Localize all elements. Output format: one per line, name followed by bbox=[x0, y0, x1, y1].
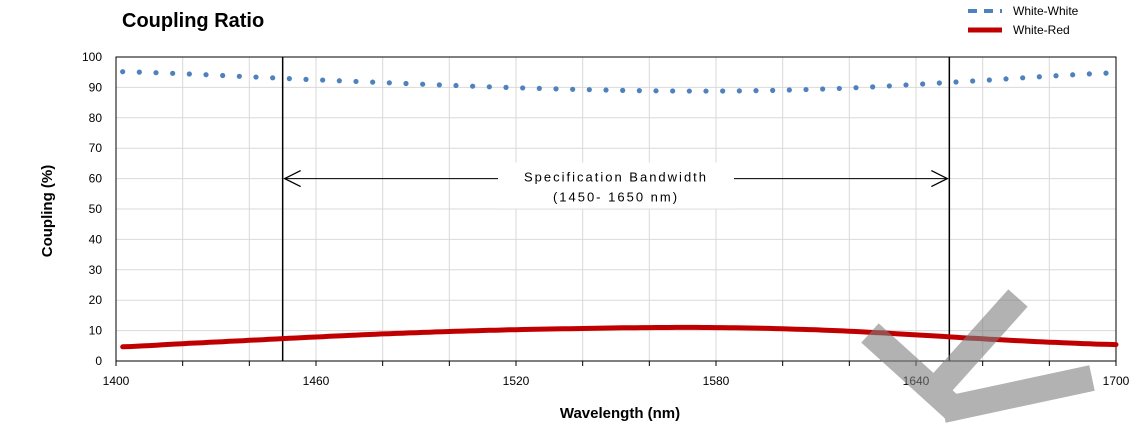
x-axis-ticks: 140014601520158016401700 bbox=[103, 361, 1130, 388]
white-white-point bbox=[170, 70, 176, 76]
white-white-point bbox=[236, 73, 242, 79]
white-white-point bbox=[853, 85, 859, 91]
y-tick-label: 0 bbox=[95, 354, 102, 368]
white-white-point bbox=[1103, 70, 1109, 76]
white-white-point bbox=[320, 77, 326, 83]
white-white-point bbox=[703, 88, 709, 94]
white-white-point bbox=[353, 78, 359, 85]
white-white-point bbox=[1003, 76, 1009, 82]
white-white-point bbox=[570, 86, 576, 92]
white-white-point bbox=[486, 84, 492, 90]
white-white-point bbox=[603, 87, 609, 93]
white-white-point bbox=[120, 69, 126, 75]
band-arrowhead-left bbox=[283, 170, 301, 188]
white-white-point bbox=[886, 83, 892, 89]
white-white-point bbox=[653, 88, 659, 94]
white-white-point bbox=[1053, 73, 1059, 79]
series-white-white bbox=[120, 69, 1109, 94]
y-tick-label: 100 bbox=[82, 50, 102, 64]
y-tick-label: 20 bbox=[89, 293, 103, 307]
white-white-point bbox=[536, 85, 542, 92]
band-arrowhead-right bbox=[931, 170, 949, 188]
white-white-point bbox=[253, 74, 259, 80]
series-white-red bbox=[120, 324, 1119, 350]
white-white-point bbox=[1020, 75, 1026, 81]
white-white-point bbox=[436, 82, 442, 88]
white-white-point bbox=[136, 69, 142, 75]
white-white-point bbox=[836, 85, 842, 92]
white-white-point bbox=[686, 88, 692, 94]
y-tick-label: 90 bbox=[89, 80, 103, 94]
white-white-point bbox=[186, 71, 192, 77]
white-white-point bbox=[303, 76, 309, 82]
white-white-point bbox=[970, 78, 976, 84]
x-tick-label: 1520 bbox=[503, 374, 530, 388]
gridlines bbox=[116, 57, 1116, 361]
white-white-point bbox=[903, 82, 909, 88]
white-white-point bbox=[153, 70, 159, 76]
x-tick-label: 1580 bbox=[703, 374, 730, 388]
white-white-point bbox=[870, 84, 876, 90]
white-white-point bbox=[420, 81, 426, 87]
white-white-point bbox=[636, 88, 642, 94]
x-tick-label: 1400 bbox=[103, 374, 130, 388]
white-white-point bbox=[920, 81, 926, 87]
white-white-point bbox=[403, 80, 409, 87]
white-white-point bbox=[386, 80, 392, 86]
white-white-point bbox=[936, 80, 942, 86]
white-white-point bbox=[203, 72, 209, 78]
watermark-check bbox=[861, 289, 1095, 423]
white-white-point bbox=[586, 87, 592, 93]
white-white-point bbox=[1086, 71, 1092, 77]
y-tick-label: 70 bbox=[89, 141, 103, 155]
y-tick-label: 30 bbox=[89, 263, 103, 277]
x-tick-label: 1700 bbox=[1103, 374, 1130, 388]
white-white-point bbox=[736, 88, 742, 94]
white-white-point bbox=[953, 79, 959, 85]
white-white-point bbox=[1070, 72, 1076, 78]
white-white-point bbox=[986, 77, 992, 83]
white-white-point bbox=[470, 83, 476, 89]
white-white-point bbox=[370, 79, 376, 85]
white-white-point bbox=[553, 86, 559, 92]
white-red-line bbox=[120, 324, 1119, 350]
white-white-point bbox=[220, 72, 226, 79]
band-label-line2: (1450- 1650 nm) bbox=[553, 190, 679, 205]
y-tick-label: 60 bbox=[89, 172, 103, 186]
y-axis-ticks: 0 10 20 30 40 50 60 70 80 90 100 bbox=[82, 50, 102, 368]
y-tick-label: 10 bbox=[89, 324, 103, 338]
band-label-line1: Specification Bandwidth bbox=[524, 170, 708, 185]
y-tick-label: 50 bbox=[89, 202, 103, 216]
white-white-point bbox=[670, 88, 676, 94]
y-tick-label: 80 bbox=[89, 111, 103, 125]
band-label-box bbox=[498, 162, 734, 209]
white-white-point bbox=[503, 84, 509, 90]
x-axis-label: Wavelength (nm) bbox=[560, 405, 680, 422]
legend-label-white-white: White-White bbox=[1013, 4, 1079, 18]
x-tick-label: 1460 bbox=[303, 374, 330, 388]
white-white-point bbox=[786, 87, 792, 93]
plot-area bbox=[115, 56, 1117, 362]
specification-band: Specification Bandwidth (1450- 1650 nm) bbox=[281, 57, 951, 361]
legend-label-white-red: White-Red bbox=[1013, 23, 1070, 37]
y-tick-label: 40 bbox=[89, 232, 103, 246]
white-white-point bbox=[720, 88, 726, 94]
white-white-point bbox=[453, 82, 459, 89]
white-white-point bbox=[1036, 74, 1042, 80]
legend: White-White White-Red bbox=[968, 4, 1079, 37]
white-white-point bbox=[620, 87, 626, 93]
white-white-point bbox=[753, 88, 759, 94]
white-white-point bbox=[820, 86, 826, 92]
white-white-point bbox=[803, 86, 809, 93]
y-axis-label: Coupling (%) bbox=[39, 165, 56, 257]
white-white-point bbox=[286, 76, 292, 82]
white-white-point bbox=[520, 85, 526, 91]
white-white-point bbox=[770, 87, 776, 93]
chart-title: Coupling Ratio bbox=[122, 10, 264, 32]
white-white-point bbox=[270, 75, 276, 81]
white-white-point bbox=[336, 78, 342, 84]
